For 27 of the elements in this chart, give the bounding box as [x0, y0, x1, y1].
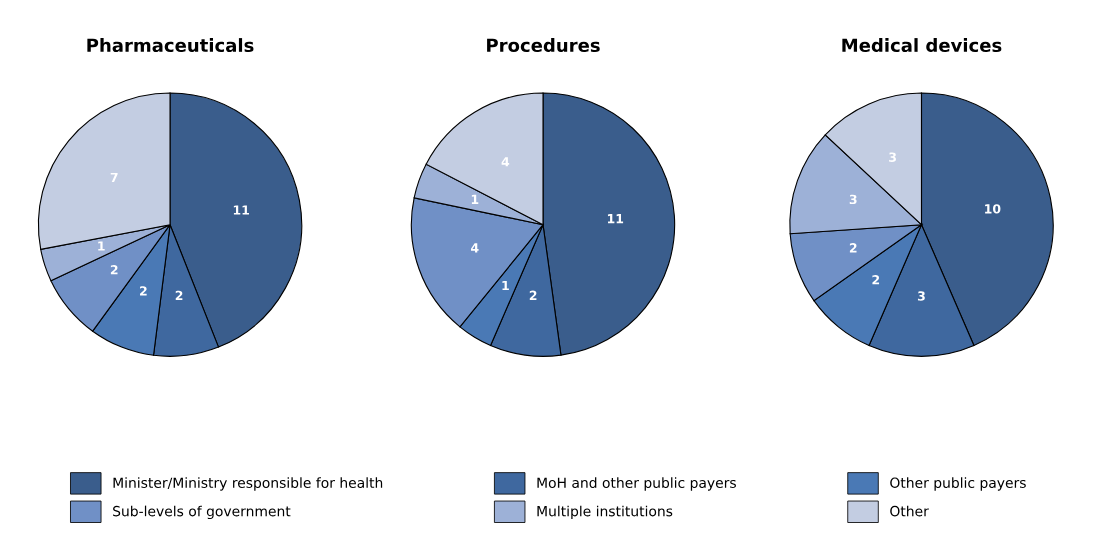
legend-label: Minister/Ministry responsible for health	[113, 477, 383, 491]
legend-label: Sub-levels of government	[113, 505, 291, 520]
data-label: 2	[529, 290, 537, 300]
legend-label: MoH and other public payers	[537, 477, 736, 491]
data-label: 2	[872, 275, 880, 285]
data-label: 4	[501, 157, 510, 167]
legend-label: Other public payers	[890, 477, 1026, 491]
data-label: 1	[471, 194, 479, 204]
legend-label: Multiple institutions	[537, 505, 673, 520]
data-label: 7	[110, 172, 118, 182]
data-label: 11	[607, 214, 624, 224]
data-label: 2	[175, 290, 183, 300]
data-label: 3	[917, 291, 925, 301]
data-label: 3	[849, 194, 857, 205]
data-label: 10	[985, 204, 1001, 214]
chart-title: Medical devices	[842, 38, 1002, 53]
data-label: 11	[233, 205, 249, 215]
legend-label: Other	[890, 505, 929, 517]
data-label: 4	[471, 243, 479, 253]
data-label: 2	[849, 243, 857, 253]
data-label: 1	[98, 241, 105, 251]
data-label: 2	[140, 286, 147, 296]
data-label: 2	[110, 265, 118, 275]
chart-title: Pharmaceuticals	[87, 38, 254, 53]
data-label: 1	[502, 280, 509, 291]
data-label: 3	[889, 152, 896, 162]
chart-title: Procedures	[487, 38, 600, 53]
